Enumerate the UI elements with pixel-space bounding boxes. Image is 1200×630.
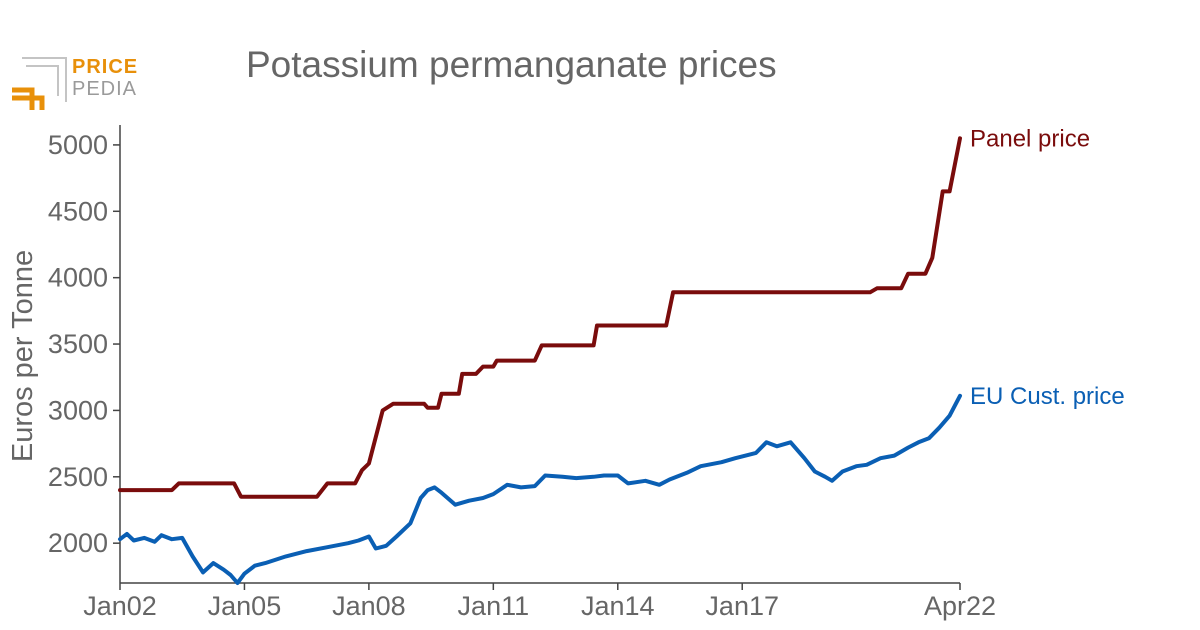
x-tick-label: Jan11 [458,591,530,621]
x-tick-label: Jan08 [332,591,406,621]
x-tick-label: Jan14 [581,591,655,621]
y-tick-label: 3500 [48,329,108,359]
series-line-1 [118,393,962,585]
y-tick-label: 4500 [48,196,108,226]
y-tick-label: 2500 [48,462,108,492]
x-tick-label: Jan02 [83,591,157,621]
y-axis: 2000 2500 3000 3500 4000 4500 5000 [48,125,121,583]
x-tick-label: Jan05 [208,591,282,621]
logo-text-price: PRICE [72,56,139,78]
y-tick-label: 5000 [48,130,108,160]
x-tick-label: Apr22 [924,591,996,621]
x-axis: Jan02 Jan05 Jan08 Jan11 Jan14 Jan17 Apr22 [83,582,996,621]
pricepedia-logo: PRICE PEDIA [10,52,150,116]
y-axis-label: Euros per Tonne [7,250,39,462]
logo-text-pedia: PEDIA [72,78,138,100]
x-tick-label: Jan17 [705,591,779,621]
y-tick-label: 3000 [48,395,108,425]
pricepedia-logo-mark [12,57,67,110]
chart-title: Potassium permanganate prices [246,44,777,85]
series-group: Panel price EU Cust. price [118,125,1125,585]
y-tick-label: 4000 [48,263,108,293]
series-line-0 [118,136,962,499]
series-label-0: Panel price [970,125,1090,152]
series-label-1: EU Cust. price [970,383,1125,410]
y-tick-label: 2000 [48,528,108,558]
